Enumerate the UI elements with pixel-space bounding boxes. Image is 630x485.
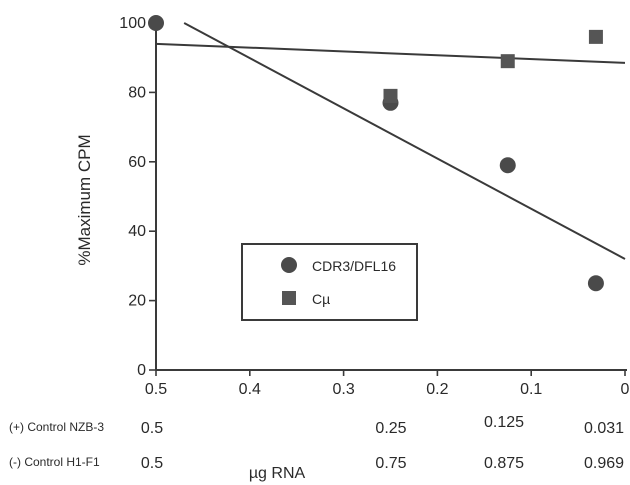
- point-cmu: [588, 29, 603, 44]
- dose-row-label: (-) Control H1-F1: [9, 455, 100, 469]
- dose-row-value: 0.75: [375, 455, 406, 472]
- y-tick-label: 40: [128, 223, 146, 240]
- dose-row-value: 0.25: [375, 420, 406, 437]
- point-cmu: [500, 54, 515, 69]
- legend: CDR3/DFL16 Cµ: [241, 243, 418, 321]
- x-tick-label: 0: [621, 381, 630, 398]
- y-tick-label: 60: [128, 154, 146, 171]
- point-cmu: [383, 88, 398, 103]
- y-tick-label: 0: [137, 362, 146, 379]
- legend-box: [241, 243, 418, 321]
- legend-marker-cmu: [282, 291, 296, 305]
- axes: 0 20 40 60 80 100 0.5 0.4 0.3 0.2 0.1 0: [119, 15, 629, 398]
- dose-rows: (+) Control NZB-3 0.5 0.25 0.125 0.031 (-) Co…: [9, 414, 624, 472]
- y-axis-label: %Maximum CPM: [75, 134, 94, 265]
- trendlines: [155, 22, 626, 260]
- y-tick-label: 100: [119, 15, 146, 32]
- dose-row-value: 0.875: [484, 455, 524, 472]
- x-tick-label: 0.4: [239, 381, 261, 398]
- dose-row-value: 0.031: [584, 420, 624, 437]
- dose-row-label: (+) Control NZB-3: [9, 420, 104, 434]
- trendline-cdr3: [183, 22, 626, 260]
- dose-row-value: 0.5: [141, 420, 163, 437]
- data-points: [148, 15, 604, 292]
- trendline-cmu: [155, 42, 626, 64]
- y-tick-label: 80: [128, 84, 146, 101]
- x-tick-label: 0.5: [145, 381, 167, 398]
- legend-marker-cdr3: [281, 257, 297, 273]
- legend-label-cmu: Cµ: [312, 291, 330, 307]
- point-cdr3: [148, 15, 164, 31]
- x-axis-label: µg RNA: [249, 465, 306, 482]
- x-tick-label: 0.2: [426, 381, 448, 398]
- dose-row-value: 0.125: [484, 414, 524, 431]
- legend-label-cdr3: CDR3/DFL16: [312, 258, 396, 274]
- dose-row-value: 0.969: [584, 455, 624, 472]
- point-cdr3: [587, 275, 604, 292]
- x-tick-label: 0.3: [332, 381, 354, 398]
- dose-row-value: 0.5: [141, 455, 163, 472]
- x-tick-label: 0.1: [520, 381, 542, 398]
- y-tick-label: 20: [128, 293, 146, 310]
- point-cdr3: [499, 157, 516, 174]
